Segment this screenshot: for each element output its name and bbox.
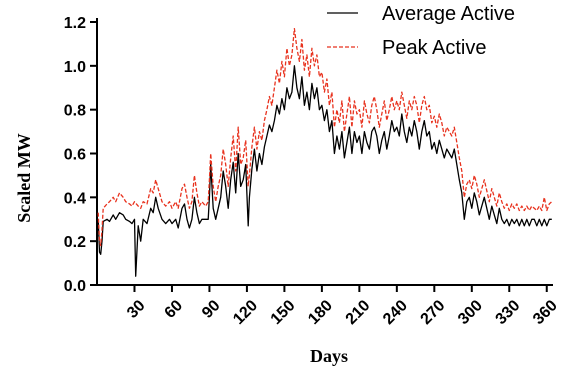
x-tick-label: 30: [124, 297, 149, 322]
x-tick-label: 120: [230, 297, 261, 328]
y-axis: 0.0 0.2 0.4 0.6 0.8 1.0 1.2: [64, 15, 98, 295]
x-tick-label: 360: [530, 297, 561, 328]
legend: Average Active Peak Active: [327, 3, 515, 59]
x-tick-label: 330: [493, 297, 524, 328]
series-layer: [97, 27, 553, 277]
x-tick-label: 90: [199, 297, 224, 322]
y-tick-label: 0.8: [64, 103, 86, 120]
x-tick-label: 60: [162, 297, 187, 322]
x-tick-label: 240: [380, 297, 411, 328]
y-axis-title: Scaled MW: [14, 133, 34, 223]
series-line-average-active: [97, 65, 552, 277]
x-tick-label: 150: [268, 297, 299, 328]
legend-label: Peak Active: [382, 37, 487, 59]
y-tick-label: 0.4: [64, 190, 86, 207]
y-tick-label: 1.2: [64, 15, 86, 32]
y-tick-label: 1.0: [64, 59, 86, 76]
legend-label: Average Active: [382, 3, 515, 25]
x-tick-label: 180: [305, 297, 336, 328]
y-tick-label: 0.0: [64, 278, 86, 295]
x-axis-title: Days: [310, 346, 348, 366]
x-tick-label: 210: [343, 297, 374, 328]
x-axis: 30 60 90 120 150 180 210 240 270 300 330 360: [97, 284, 561, 328]
x-tick-label: 300: [455, 297, 486, 328]
series-line-peak-active: [97, 27, 553, 247]
x-tick-label: 270: [418, 297, 449, 328]
y-tick-label: 0.6: [64, 147, 86, 164]
y-tick-label: 0.2: [64, 234, 86, 251]
